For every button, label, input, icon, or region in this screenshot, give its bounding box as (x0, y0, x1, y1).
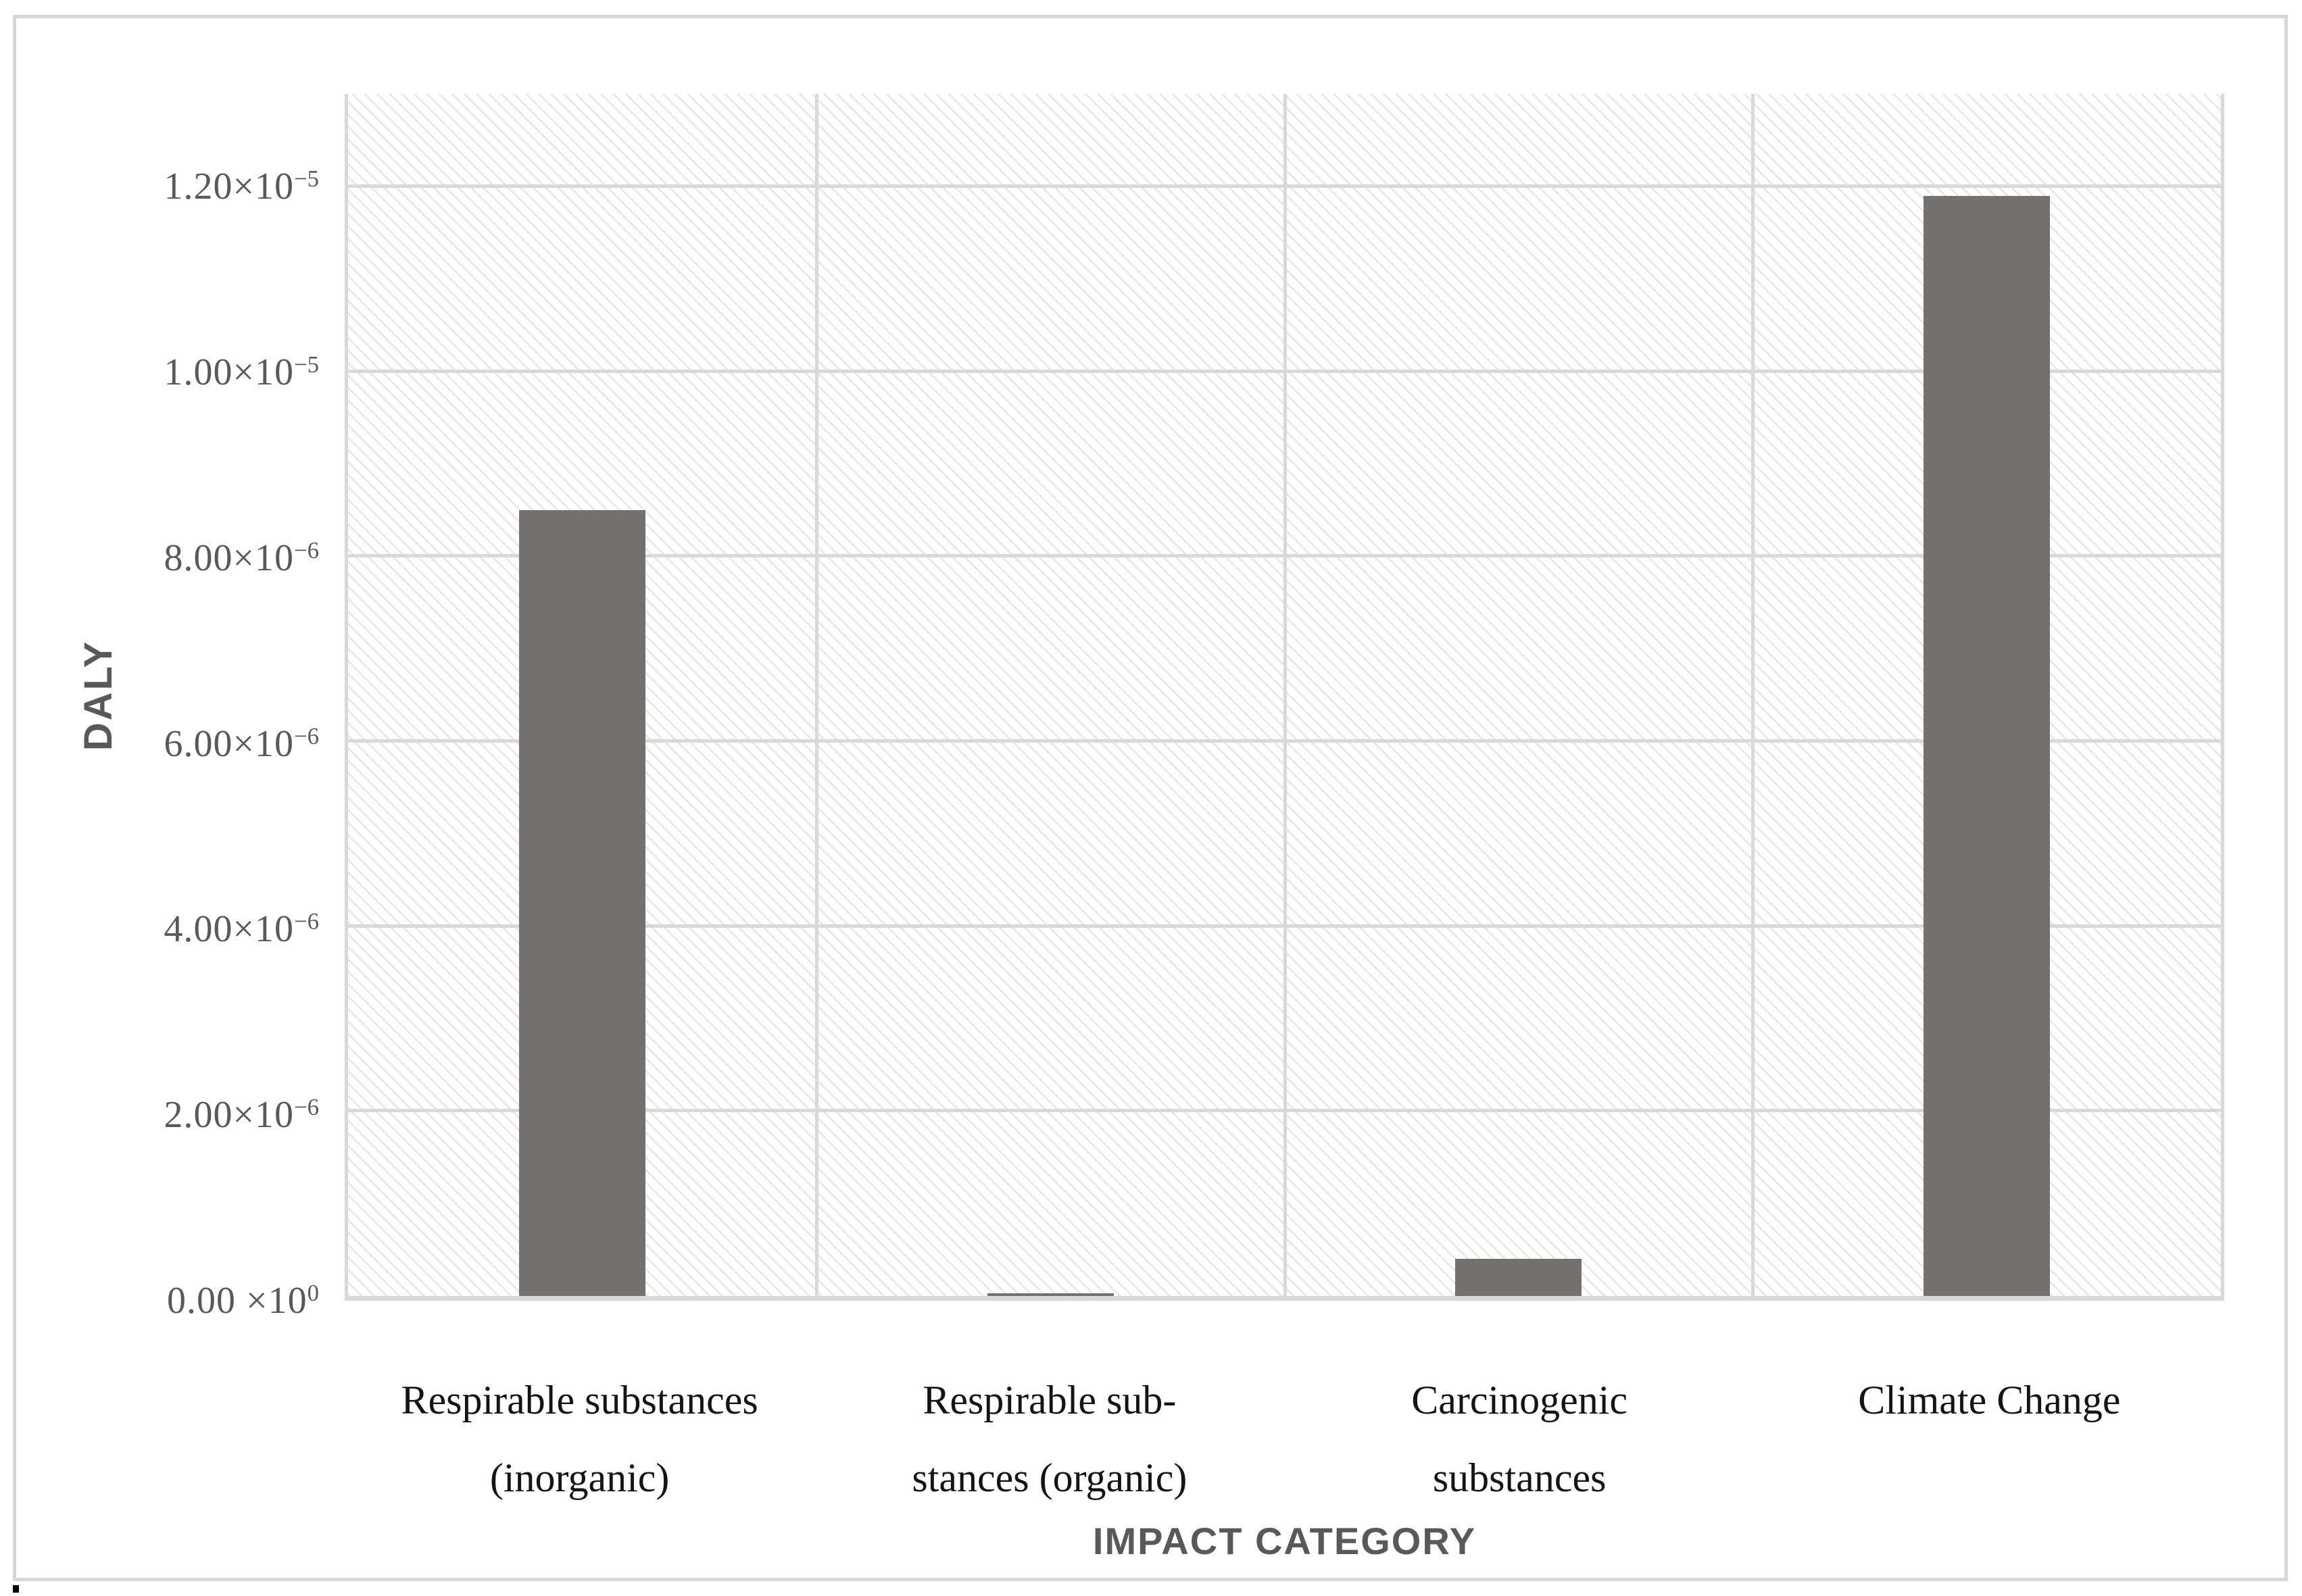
category-label-climate-change: Climate Change (1755, 1362, 2224, 1517)
category-label-line: Respirable substances (401, 1378, 758, 1422)
gridline-vertical-50 (1283, 94, 1287, 1296)
bar-carcinogenic-substances (1455, 1259, 1582, 1296)
bar-respirable-substances-inorganic (518, 509, 645, 1296)
category-label-line: stances (organic) (912, 1455, 1187, 1500)
category-label-carcinogenic-substances: Carcinogenic substances (1285, 1362, 1755, 1517)
category-label-respirable-substances-inorganic: Respirable substances (inorganic) (345, 1362, 814, 1517)
gridline-vertical-25 (814, 94, 818, 1296)
category-label-line: Carcinogenic (1411, 1378, 1628, 1422)
y-tick-label-1.20×10−5: 1.20×10−5 (164, 166, 319, 208)
x-axis-title: IMPACT CATEGORY (1092, 1520, 1477, 1562)
y-tick-label-4.00×10−6: 4.00×10−6 (164, 908, 319, 951)
x-axis-category-labels: Respirable substances (inorganic) Respirab… (345, 1362, 2224, 1517)
bar-respirable-substances-organic (987, 1293, 1114, 1296)
y-tick-label-8.00×10−6: 8.00×10−6 (164, 537, 319, 579)
category-label-respirable-substances-organic: Respirable sub-stances (organic) (814, 1362, 1284, 1517)
category-label-line: Climate Change (1858, 1378, 2121, 1422)
y-tick-label-2.00×10−6: 2.00×10−6 (164, 1094, 319, 1137)
bar-climate-change (1924, 195, 2051, 1296)
y-tick-label-1.00×10−5: 1.00×10−5 (164, 351, 319, 394)
category-label-line: (inorganic) (489, 1455, 670, 1500)
plot-area (345, 94, 2224, 1301)
category-label-line: Respirable sub- (923, 1378, 1177, 1422)
gridline-vertical-75 (1751, 94, 1755, 1296)
y-tick-label-6.00×10−6: 6.00×10−6 (164, 722, 319, 765)
chart-frame-border (13, 15, 2288, 1581)
y-tick-label-0.00 ×100: 0.00 ×100 (167, 1280, 319, 1322)
category-label-line: substances (1432, 1455, 1607, 1500)
stray-dot-artifact (13, 1585, 19, 1593)
y-axis-tick-labels: 0.00 ×100 2.00×10−6 4.00×10−6 6.00×10−6 8.00… (0, 94, 330, 1322)
